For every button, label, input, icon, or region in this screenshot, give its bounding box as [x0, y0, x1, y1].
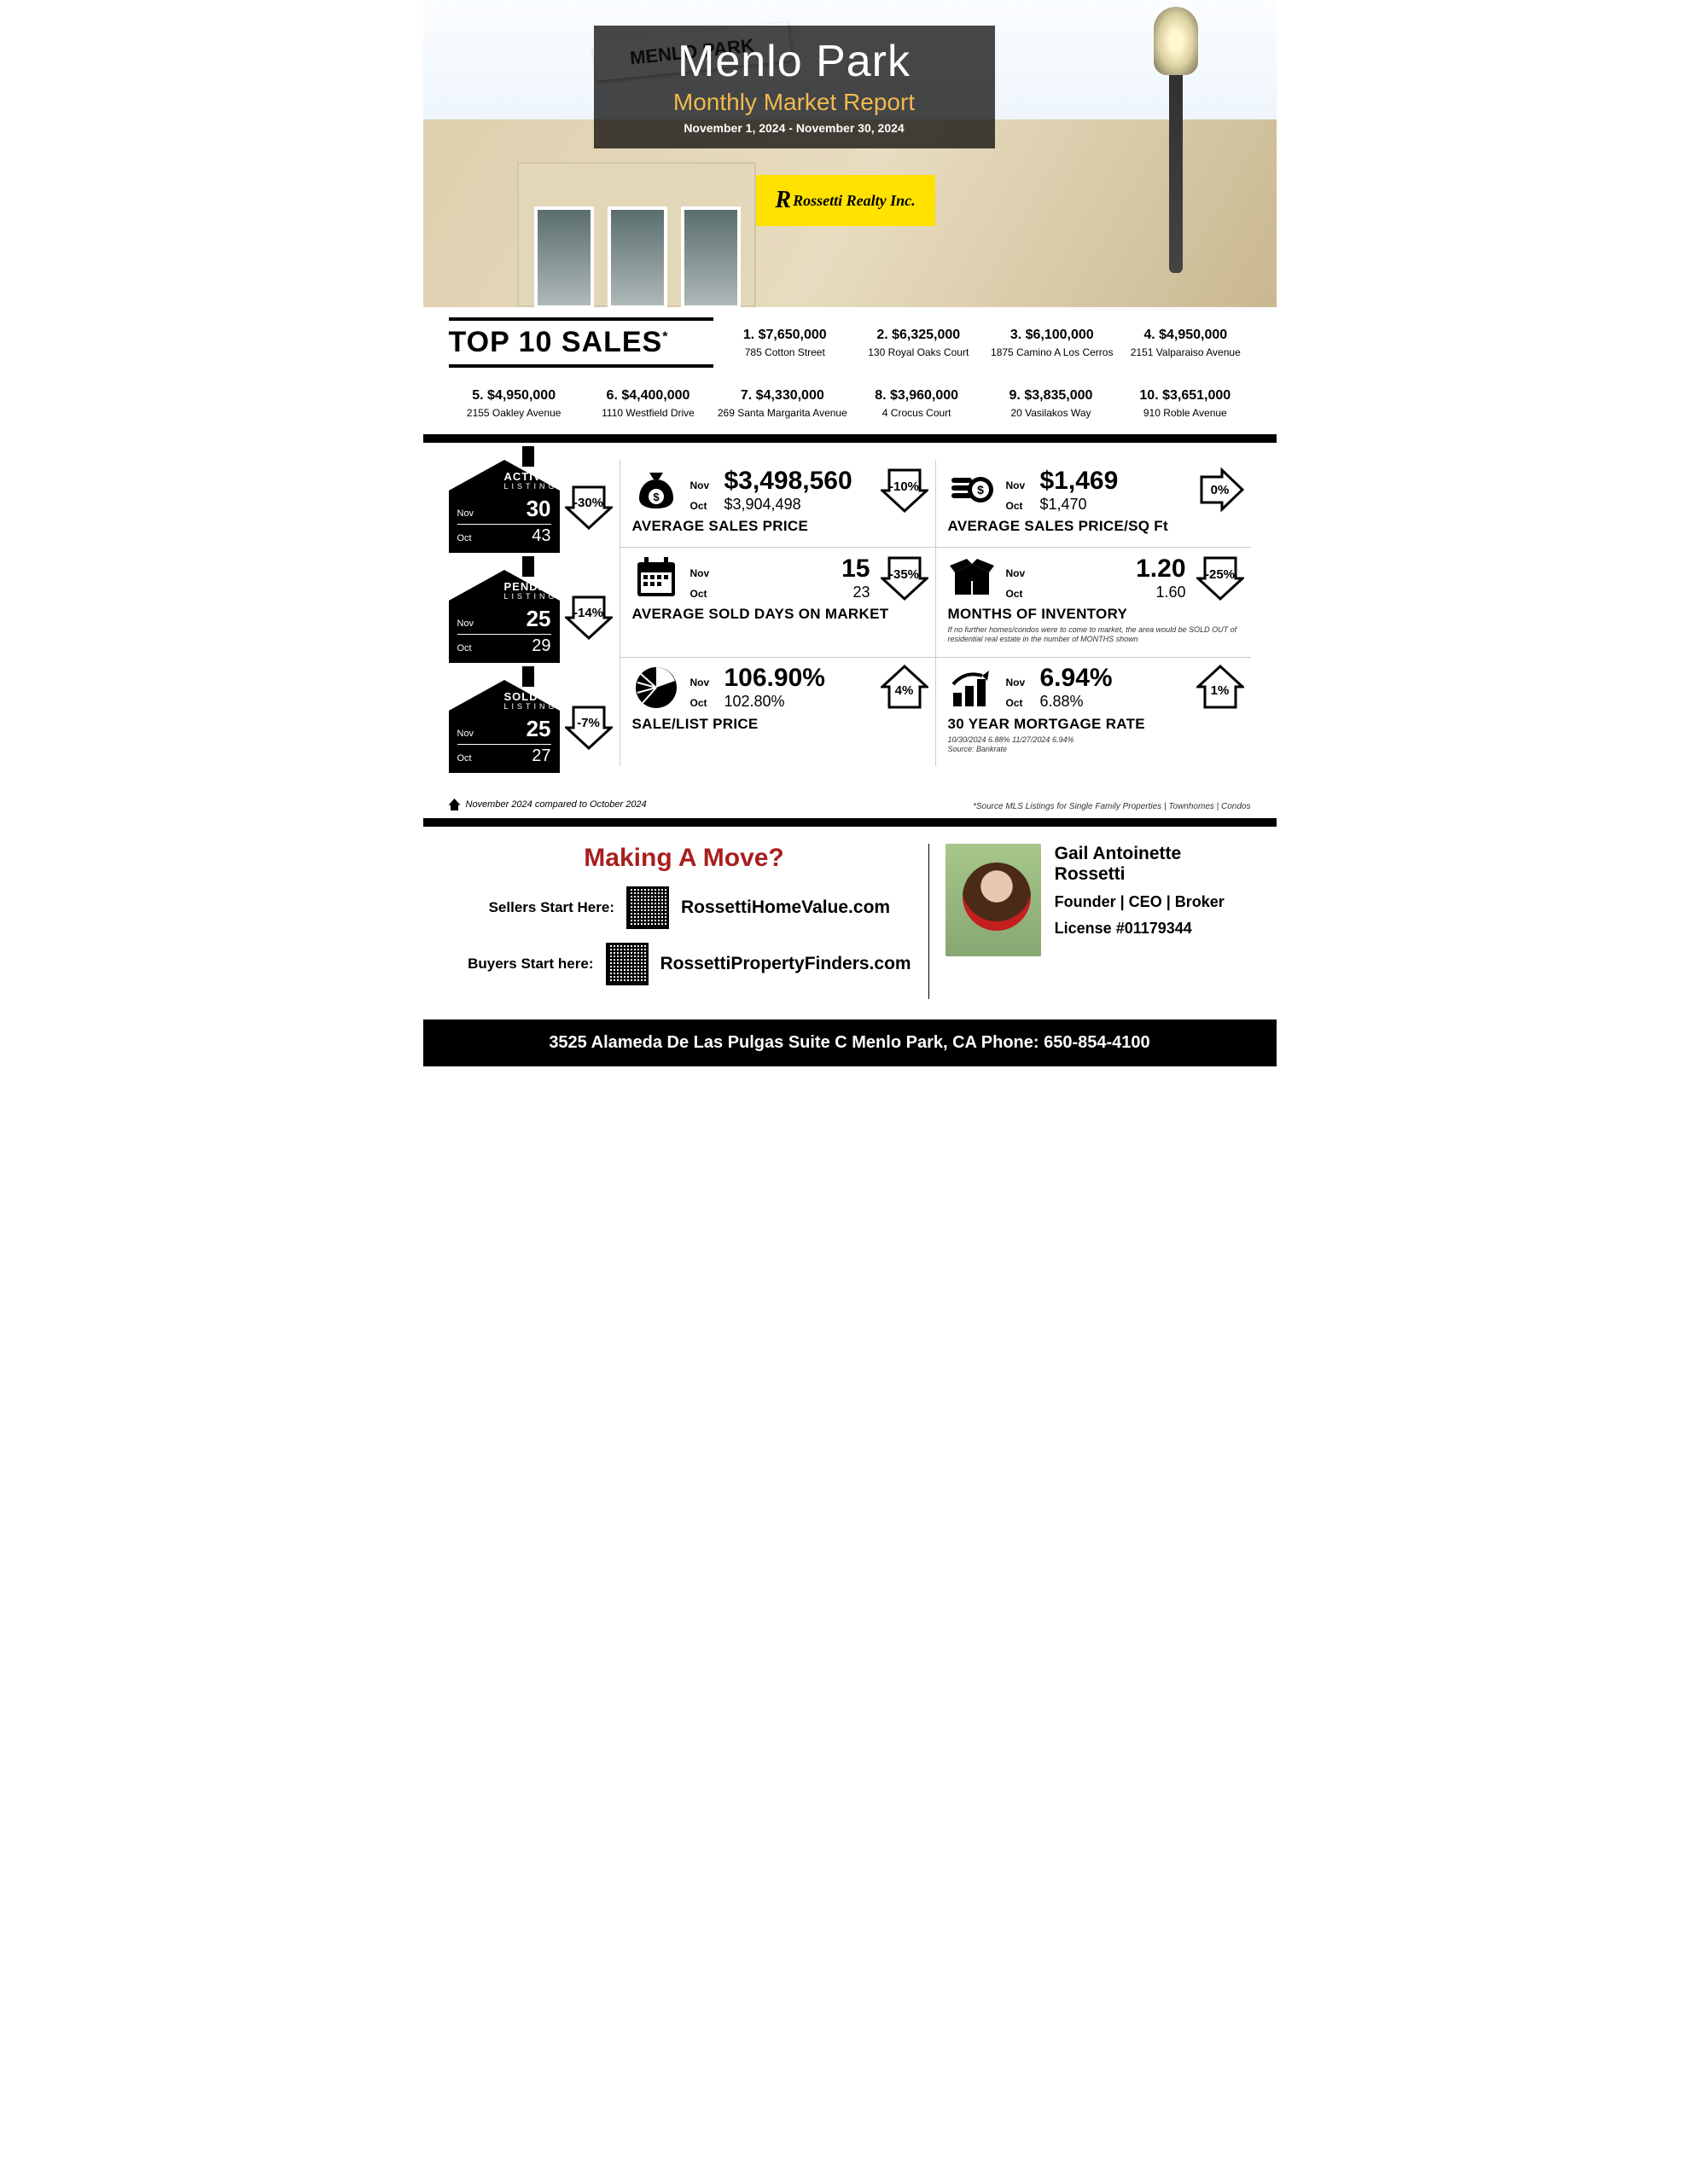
stats-section: ACTIVE LISTING Nov30 Oct43 -30% — [423, 434, 1277, 818]
sale-item: 7. $4,330,000269 Santa Margarita Avenue — [717, 388, 847, 419]
down-arrow-icon: -14% — [565, 592, 613, 642]
agent-photo — [946, 844, 1040, 956]
down-arrow-icon: -35% — [881, 553, 928, 602]
top10-heading: TOP 10 SALES* — [449, 326, 713, 359]
agent-title: Founder | CEO | Broker — [1055, 893, 1242, 911]
agent-license: License #01179344 — [1055, 920, 1242, 938]
hero-banner: MENLO PARK Menlo Park Monthly Market Rep… — [423, 0, 1277, 307]
down-arrow-icon: -30% — [565, 482, 613, 531]
top-10-section: TOP 10 SALES* 1. $7,650,000785 Cotton St… — [423, 307, 1277, 434]
sale-item: 4. $4,950,0002151 Valparaiso Avenue — [1120, 328, 1251, 358]
cta-section: Making A Move? Sellers Start Here: Rosse… — [423, 818, 1277, 1019]
sold-listing-block: SOLD LISTING Nov25 Oct27 -7% — [449, 680, 620, 773]
buyers-url[interactable]: RossettiPropertyFinders.com — [660, 954, 911, 974]
svg-text:$: $ — [653, 491, 660, 503]
qr-code-icon — [626, 886, 669, 929]
up-arrow-icon: 4% — [881, 663, 928, 712]
sales-row-2: 5. $4,950,0002155 Oakley Avenue 6. $4,40… — [449, 388, 1251, 419]
sellers-url[interactable]: RossettiHomeValue.com — [681, 897, 890, 918]
buyers-line: Buyers Start here: RossettiPropertyFinde… — [457, 943, 911, 985]
report-subtitle: Monthly Market Report — [602, 89, 986, 116]
active-listing-block: ACTIVE LISTING Nov30 Oct43 -30% — [449, 460, 620, 553]
sale-item: 3. $6,100,0001875 Camino A Los Cerros — [987, 328, 1118, 358]
sale-item: 5. $4,950,0002155 Oakley Avenue — [449, 388, 579, 419]
report-title: Menlo Park — [602, 36, 986, 87]
days-on-market-cell: Nov15 Oct23 -35% AVERAGE SOLD DAYS ON MA… — [620, 547, 935, 657]
qr-code-icon — [606, 943, 649, 985]
mortgage-rate-cell: Nov6.94% Oct6.88% 1% 30 YEAR MORTGAGE RA… — [935, 657, 1251, 767]
sales-row-1: 1. $7,650,000785 Cotton Street 2. $6,325… — [720, 328, 1251, 358]
company-badge: R Rossetti Realty Inc. — [756, 175, 935, 226]
avg-sales-price-cell: $ Nov$3,498,560 Oct$3,904,498 -10% AVERA… — [620, 460, 935, 547]
sale-item: 6. $4,400,0001110 Westfield Drive — [583, 388, 713, 419]
agent-name: Gail Antoinette Rossetti — [1055, 844, 1242, 885]
metrics-grid: $ Nov$3,498,560 Oct$3,904,498 -10% AVERA… — [620, 460, 1251, 790]
price-per-sqft-cell: $ Nov$1,469 Oct$1,470 0% AVERAGE SALES P… — [935, 460, 1251, 547]
sale-item: 1. $7,650,000785 Cotton Street — [720, 328, 851, 358]
lamp-post-decor — [1169, 9, 1183, 273]
date-range: November 1, 2024 - November 30, 2024 — [602, 121, 986, 135]
sellers-line: Sellers Start Here: RossettiHomeValue.co… — [457, 886, 911, 929]
pending-listing-block: PENDING LISTING Nov25 Oct29 -14% — [449, 570, 620, 663]
footer-contact: 3525 Alameda De Las Pulgas Suite C Menlo… — [423, 1019, 1277, 1066]
coins-icon: $ — [948, 466, 996, 514]
sale-item: 2. $6,325,000130 Royal Oaks Court — [853, 328, 984, 358]
calendar-icon — [632, 554, 680, 601]
trend-chart-icon — [948, 664, 996, 712]
cta-heading: Making A Move? — [457, 844, 911, 873]
months-inventory-cell: Nov1.20 Oct1.60 -25% MONTHS OF INVENTORY… — [935, 547, 1251, 657]
right-arrow-icon: 0% — [1196, 465, 1244, 514]
sale-item: 10. $3,651,000910 Roble Avenue — [1120, 388, 1250, 419]
moneybag-icon: $ — [632, 466, 680, 514]
up-arrow-icon: 1% — [1196, 663, 1244, 712]
svg-text:$: $ — [977, 483, 984, 497]
title-box: Menlo Park Monthly Market Report Novembe… — [594, 26, 995, 148]
sale-list-price-cell: Nov106.90% Oct102.80% 4% SALE/LIST PRICE — [620, 657, 935, 767]
open-box-icon — [948, 554, 996, 601]
down-arrow-icon: -7% — [565, 702, 613, 752]
down-arrow-icon: -25% — [1196, 553, 1244, 602]
pie-icon — [632, 664, 680, 712]
down-arrow-icon: -10% — [881, 465, 928, 514]
sale-item: 9. $3,835,00020 Vasilakos Way — [986, 388, 1116, 419]
listings-column: ACTIVE LISTING Nov30 Oct43 -30% — [449, 460, 620, 790]
sale-item: 8. $3,960,0004 Crocus Court — [851, 388, 981, 419]
